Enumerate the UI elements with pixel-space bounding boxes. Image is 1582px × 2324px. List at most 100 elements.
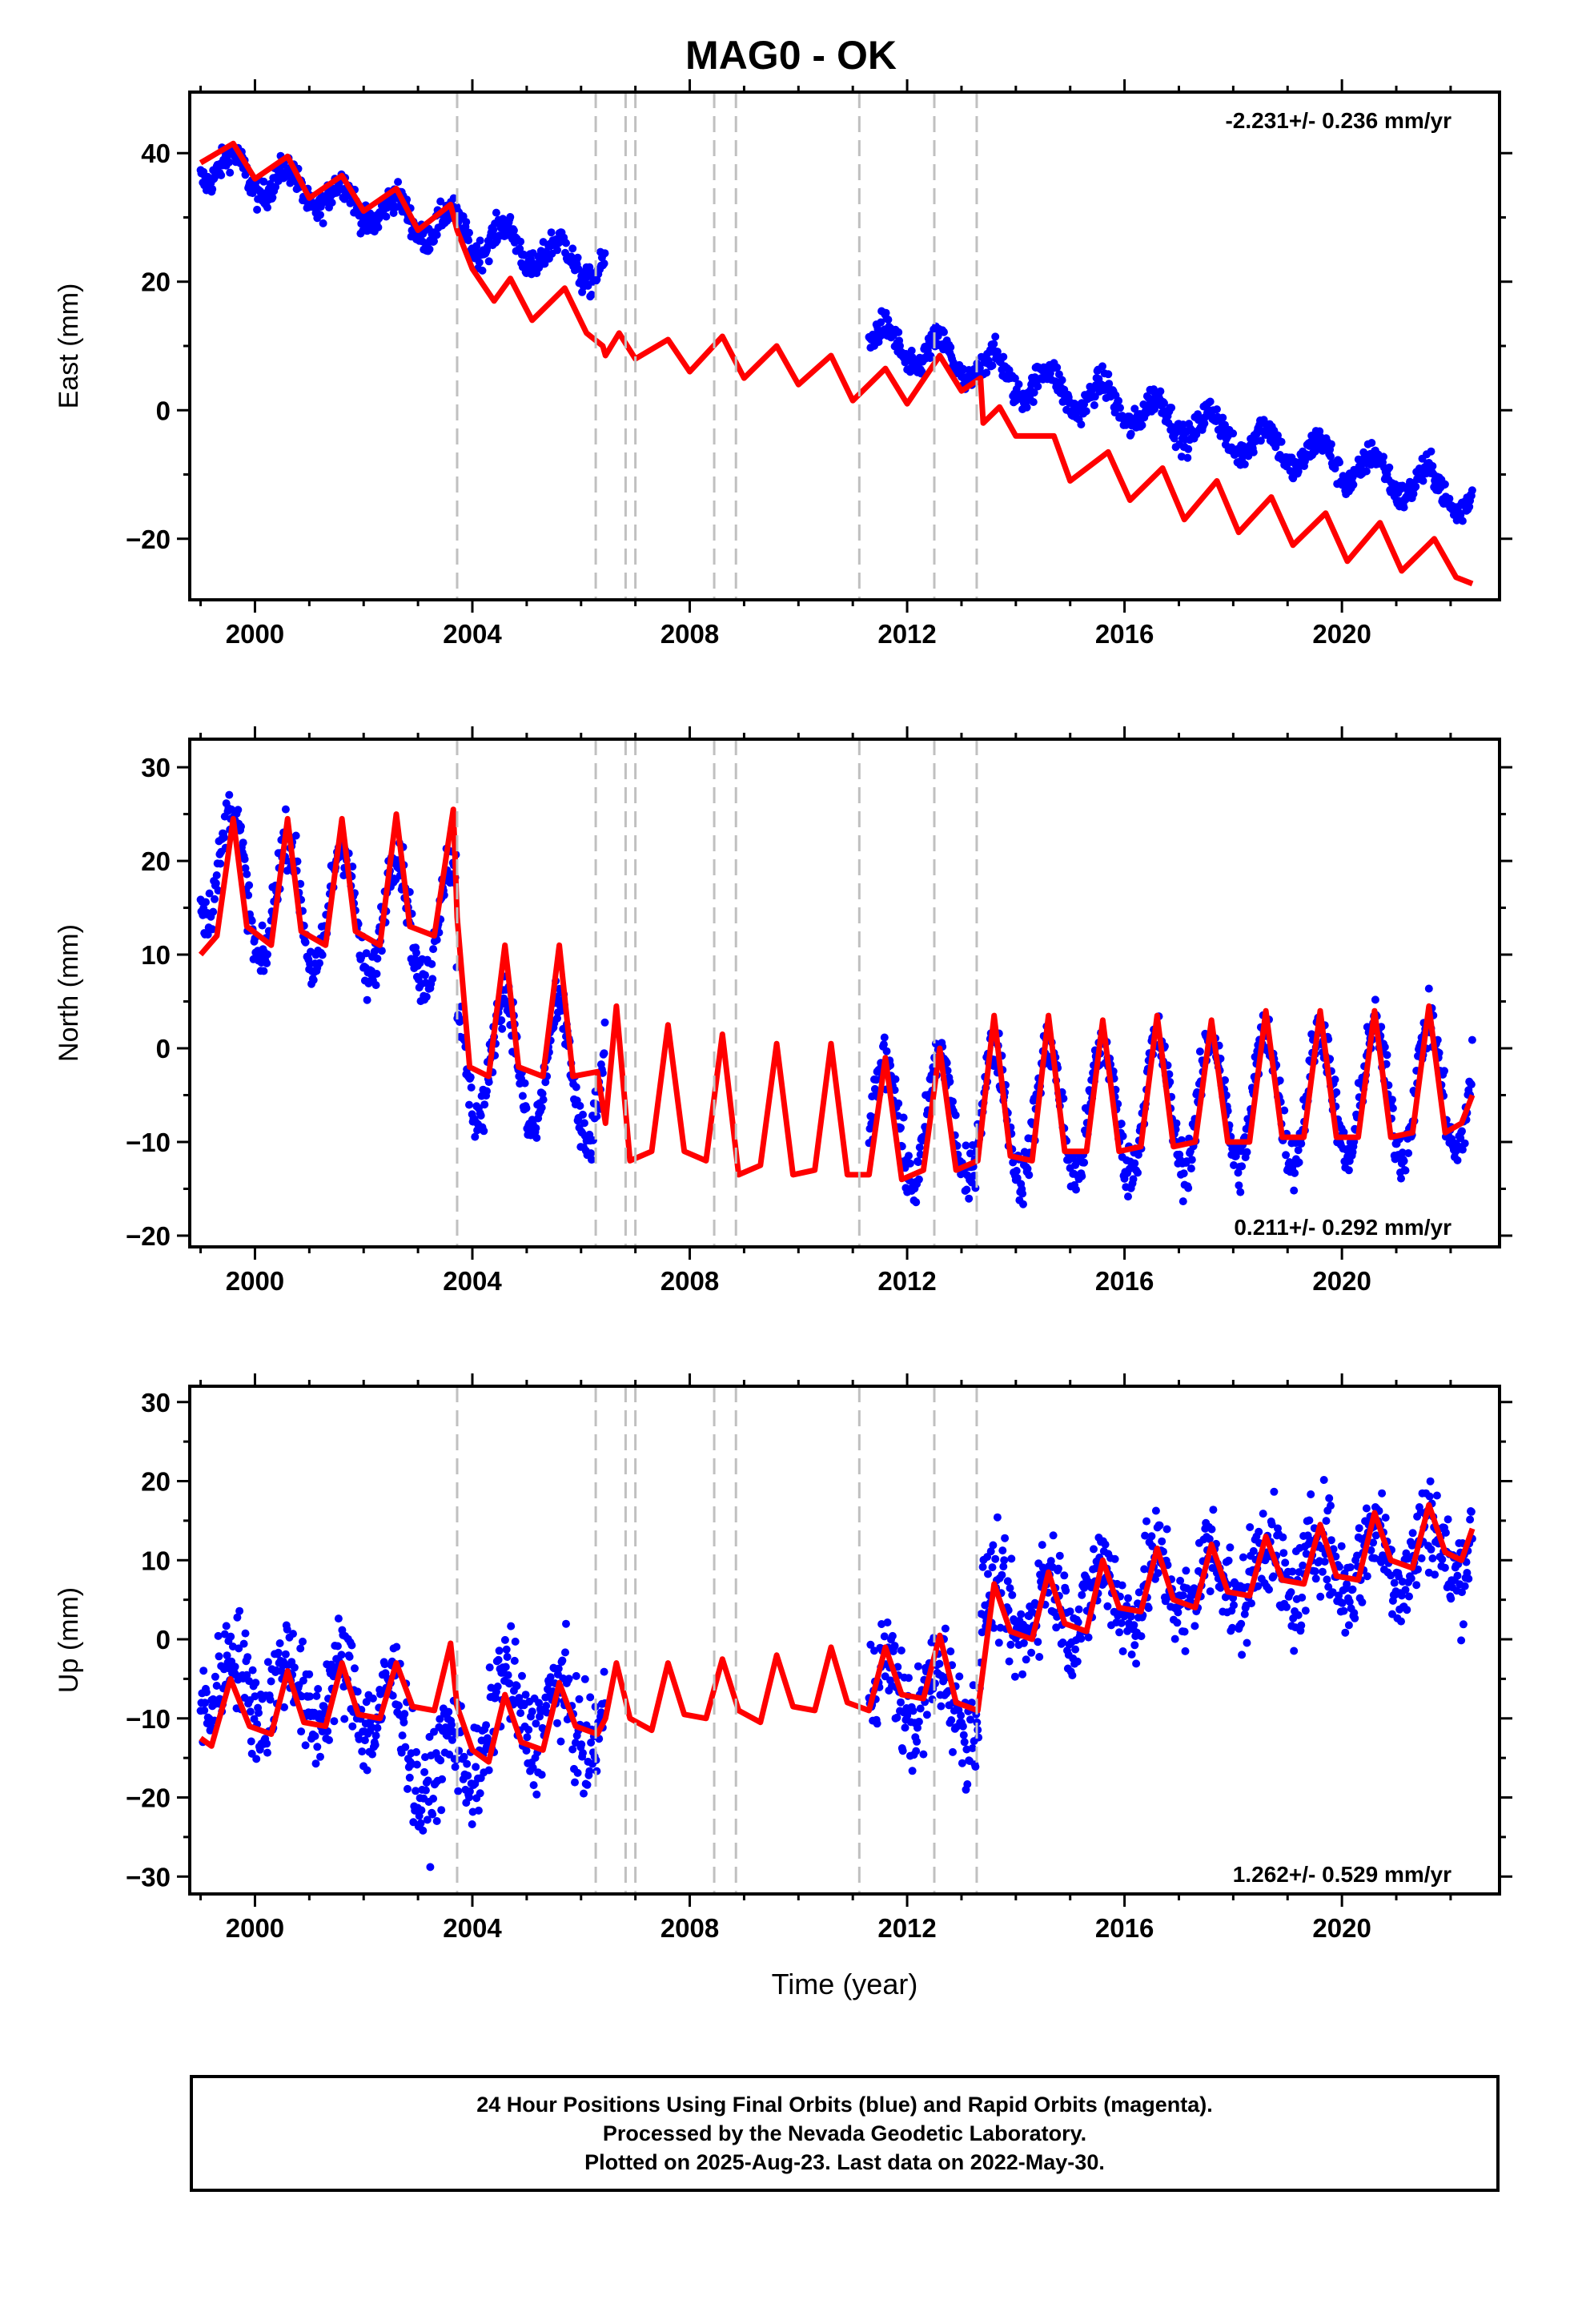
data-point [484, 1078, 493, 1087]
footer-line-1: 24 Hour Positions Using Final Orbits (bl… [476, 2093, 1213, 2117]
data-point [449, 194, 458, 203]
data-point [1341, 1628, 1350, 1637]
data-point [1090, 1545, 1098, 1554]
data-point [971, 1763, 980, 1771]
data-point [1147, 1532, 1156, 1541]
data-point [1282, 1151, 1291, 1160]
data-point [429, 1795, 438, 1803]
data-point [1428, 462, 1437, 470]
data-point [1053, 1612, 1062, 1621]
data-point [1167, 404, 1176, 412]
data-point [299, 1637, 307, 1646]
data-point [209, 907, 218, 916]
data-point [1124, 1192, 1132, 1201]
data-point [1077, 420, 1086, 428]
data-point [1195, 1047, 1204, 1055]
data-point [1138, 421, 1146, 429]
data-point [585, 1767, 594, 1775]
data-point [1006, 1640, 1015, 1649]
data-point [1003, 1577, 1012, 1586]
data-point [1318, 1567, 1327, 1576]
data-point [362, 949, 371, 958]
data-point [297, 1727, 306, 1736]
data-point [465, 228, 473, 237]
data-point [1183, 453, 1192, 462]
y-tick-label: 20 [141, 267, 171, 297]
data-point [558, 1656, 567, 1665]
model-line [199, 1502, 1476, 1765]
data-point [1311, 1567, 1319, 1576]
data-point [532, 1790, 541, 1799]
data-point [1077, 1634, 1086, 1643]
data-point [1117, 1120, 1126, 1128]
data-point [999, 352, 1008, 361]
data-point [586, 1693, 595, 1702]
data-point [401, 1743, 410, 1751]
data-point [575, 1695, 584, 1703]
data-point [1283, 1602, 1291, 1611]
data-point [598, 1068, 607, 1077]
data-point [484, 257, 493, 266]
data-point [544, 1679, 553, 1687]
data-point [1049, 1531, 1058, 1540]
data-point [1367, 439, 1376, 447]
data-point [922, 1711, 931, 1719]
data-point [462, 218, 471, 227]
data-point [897, 1698, 905, 1707]
data-point [1379, 452, 1387, 461]
data-point [991, 1554, 1000, 1563]
data-point [306, 1692, 315, 1701]
data-point [1408, 1529, 1417, 1538]
data-point [1378, 1489, 1387, 1498]
data-point [1397, 1591, 1406, 1600]
data-point [235, 1644, 243, 1653]
data-point [572, 1671, 580, 1680]
data-point [1018, 1189, 1027, 1198]
data-point [919, 1750, 928, 1759]
data-point [1235, 1181, 1243, 1190]
data-point [1034, 382, 1042, 391]
y-tick-label: 20 [141, 846, 171, 876]
data-point [1178, 420, 1187, 429]
y-tick-label: 0 [156, 396, 171, 425]
data-point [515, 1694, 524, 1703]
data-point [971, 1184, 980, 1192]
data-point [436, 1756, 445, 1765]
data-point [988, 361, 997, 370]
data-point [958, 1759, 966, 1767]
data-point [432, 1817, 441, 1825]
y-tick-label: 30 [141, 1388, 171, 1417]
data-point [1403, 1606, 1411, 1614]
data-point [211, 1672, 219, 1681]
y-tick-label: −10 [126, 1704, 171, 1734]
data-point [227, 1632, 235, 1641]
data-point [1397, 1174, 1405, 1183]
data-point [314, 1685, 323, 1693]
x-tick-label: 2012 [877, 619, 936, 649]
x-tick-label: 2000 [226, 1913, 284, 1943]
data-point [1240, 460, 1249, 468]
data-point [573, 253, 582, 262]
data-point [524, 1726, 533, 1734]
data-point [1324, 1582, 1333, 1591]
footer-caption-box: 24 Hour Positions Using Final Orbits (bl… [190, 2075, 1500, 2192]
x-tick-label: 2000 [226, 619, 284, 649]
data-point [1345, 1598, 1354, 1606]
data-point [520, 1079, 529, 1088]
data-point [913, 1662, 922, 1671]
data-point [600, 259, 608, 267]
data-point [546, 1673, 555, 1682]
data-point [239, 1639, 248, 1648]
data-point [1243, 1638, 1251, 1647]
data-point [1385, 463, 1394, 472]
data-point [1013, 1174, 1022, 1182]
data-point [430, 237, 438, 246]
data-point [363, 1766, 371, 1775]
data-point [588, 291, 596, 299]
data-point [1177, 452, 1186, 461]
data-point [1154, 1569, 1162, 1578]
data-point [1074, 1605, 1083, 1614]
data-point [363, 995, 371, 1004]
data-point [568, 244, 577, 253]
data-point [998, 1546, 1007, 1555]
